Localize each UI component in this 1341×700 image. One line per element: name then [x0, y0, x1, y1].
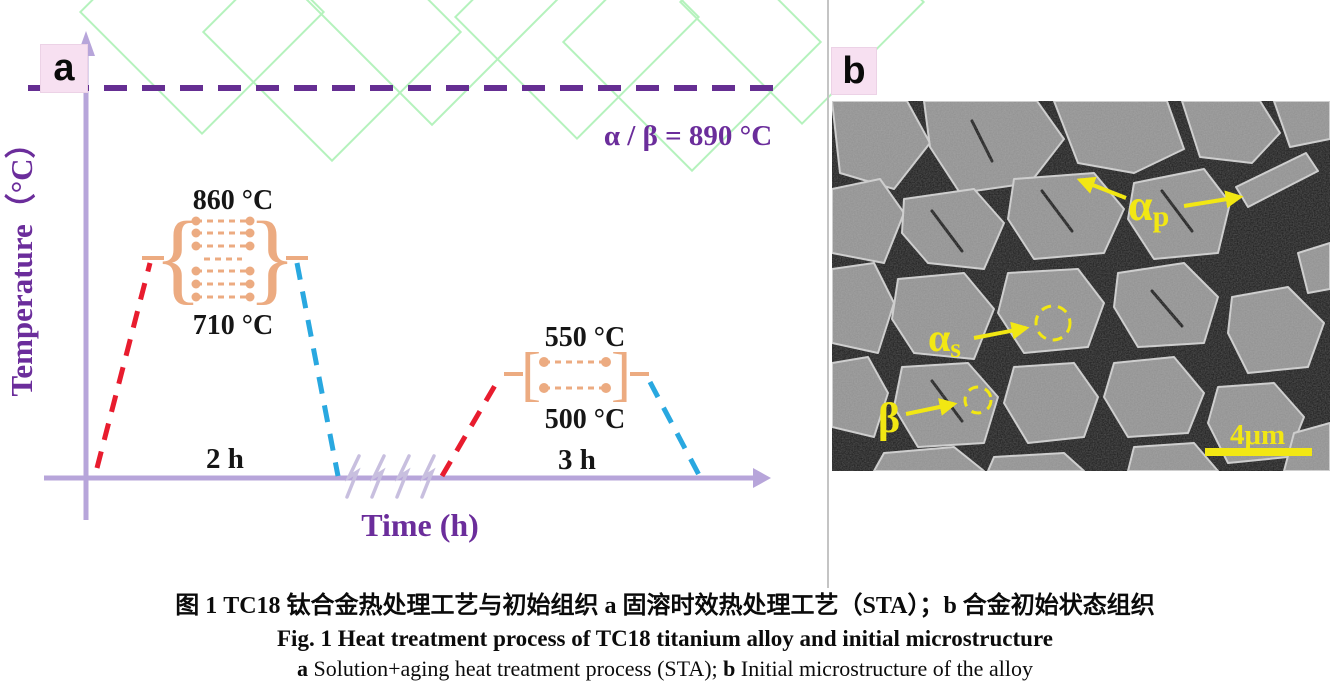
alpha-p-label: αp	[1128, 181, 1169, 233]
cooling-ramp-2	[647, 380, 702, 477]
beta-arrow-icon	[905, 398, 958, 416]
caption-sub-a-text: Solution+aging heat treatment process (S…	[313, 656, 718, 681]
figure-caption: 图 1 TC18 钛合金热处理工艺与初始组织 a 固溶时效热处理工艺（STA）；…	[0, 589, 1330, 684]
caption-line-chinese: 图 1 TC18 钛合金热处理工艺与初始组织 a 固溶时效热处理工艺（STA）；…	[175, 593, 1155, 619]
alpha-s-marker-circle	[1034, 304, 1072, 342]
furnace-brace-right: }	[248, 202, 297, 315]
heating-elements	[539, 357, 611, 393]
heating-elements	[191, 216, 255, 302]
heating-ramp-1	[94, 262, 153, 469]
caption-line-english-sub: a Solution+aging heat treatment process …	[0, 654, 1330, 684]
stage2-top-temp: 550 °C	[545, 322, 625, 353]
furnace-symbol-stage2: [ ]	[504, 341, 649, 407]
stage2-bottom-temp: 500 °C	[545, 404, 625, 435]
furnace-bracket-left: [	[521, 341, 541, 407]
x-axis-arrowhead-icon	[753, 468, 771, 488]
sem-micrograph: αp αs β 4μm	[832, 101, 1330, 471]
alpha-s-label: αs	[928, 315, 961, 363]
axis-break-marks	[344, 454, 436, 499]
cooling-ramp-1	[294, 262, 341, 477]
caption-sub-b-text: Initial microstructure of the alloy	[740, 656, 1033, 681]
heat-treatment-diagram: α / β = 890 °C Temperature（°C） Time (h) …	[4, 31, 778, 543]
caption-marker-b: b	[723, 656, 736, 681]
beta-transus-label: α / β = 890 °C	[604, 120, 772, 152]
scale-bar-label: 4μm	[1230, 419, 1285, 451]
panel-b-label: b	[831, 47, 877, 95]
scale-bar	[1205, 448, 1312, 456]
sem-annotations: αp αs β 4μm	[878, 176, 1312, 456]
sem-micrograph-texture	[832, 101, 1330, 471]
stage1-duration: 2 h	[206, 443, 244, 475]
alpha-s-arrow-icon	[973, 321, 1030, 340]
stage1-bottom-temp: 710 °C	[193, 310, 273, 341]
beta-label: β	[878, 396, 900, 442]
alpha-p-arrow-icon	[1076, 176, 1127, 200]
stage1-top-temp: 860 °C	[193, 185, 273, 216]
x-axis-title: Time (h)	[361, 507, 479, 543]
y-axis-title: Temperature（°C）	[4, 128, 39, 397]
panel-divider	[827, 0, 829, 588]
caption-marker-a: a	[297, 656, 309, 681]
heating-ramp-2	[439, 380, 500, 478]
alpha-p-arrow-icon	[1183, 190, 1244, 209]
caption-line-english-title: Fig. 1 Heat treatment process of TC18 ti…	[277, 626, 1053, 651]
beta-marker-circle	[963, 385, 993, 415]
panel-a-label: a	[40, 44, 88, 93]
stage2-duration: 3 h	[558, 444, 596, 476]
furnace-symbol-stage1: { }	[142, 202, 308, 315]
furnace-bracket-right: ]	[611, 341, 631, 407]
